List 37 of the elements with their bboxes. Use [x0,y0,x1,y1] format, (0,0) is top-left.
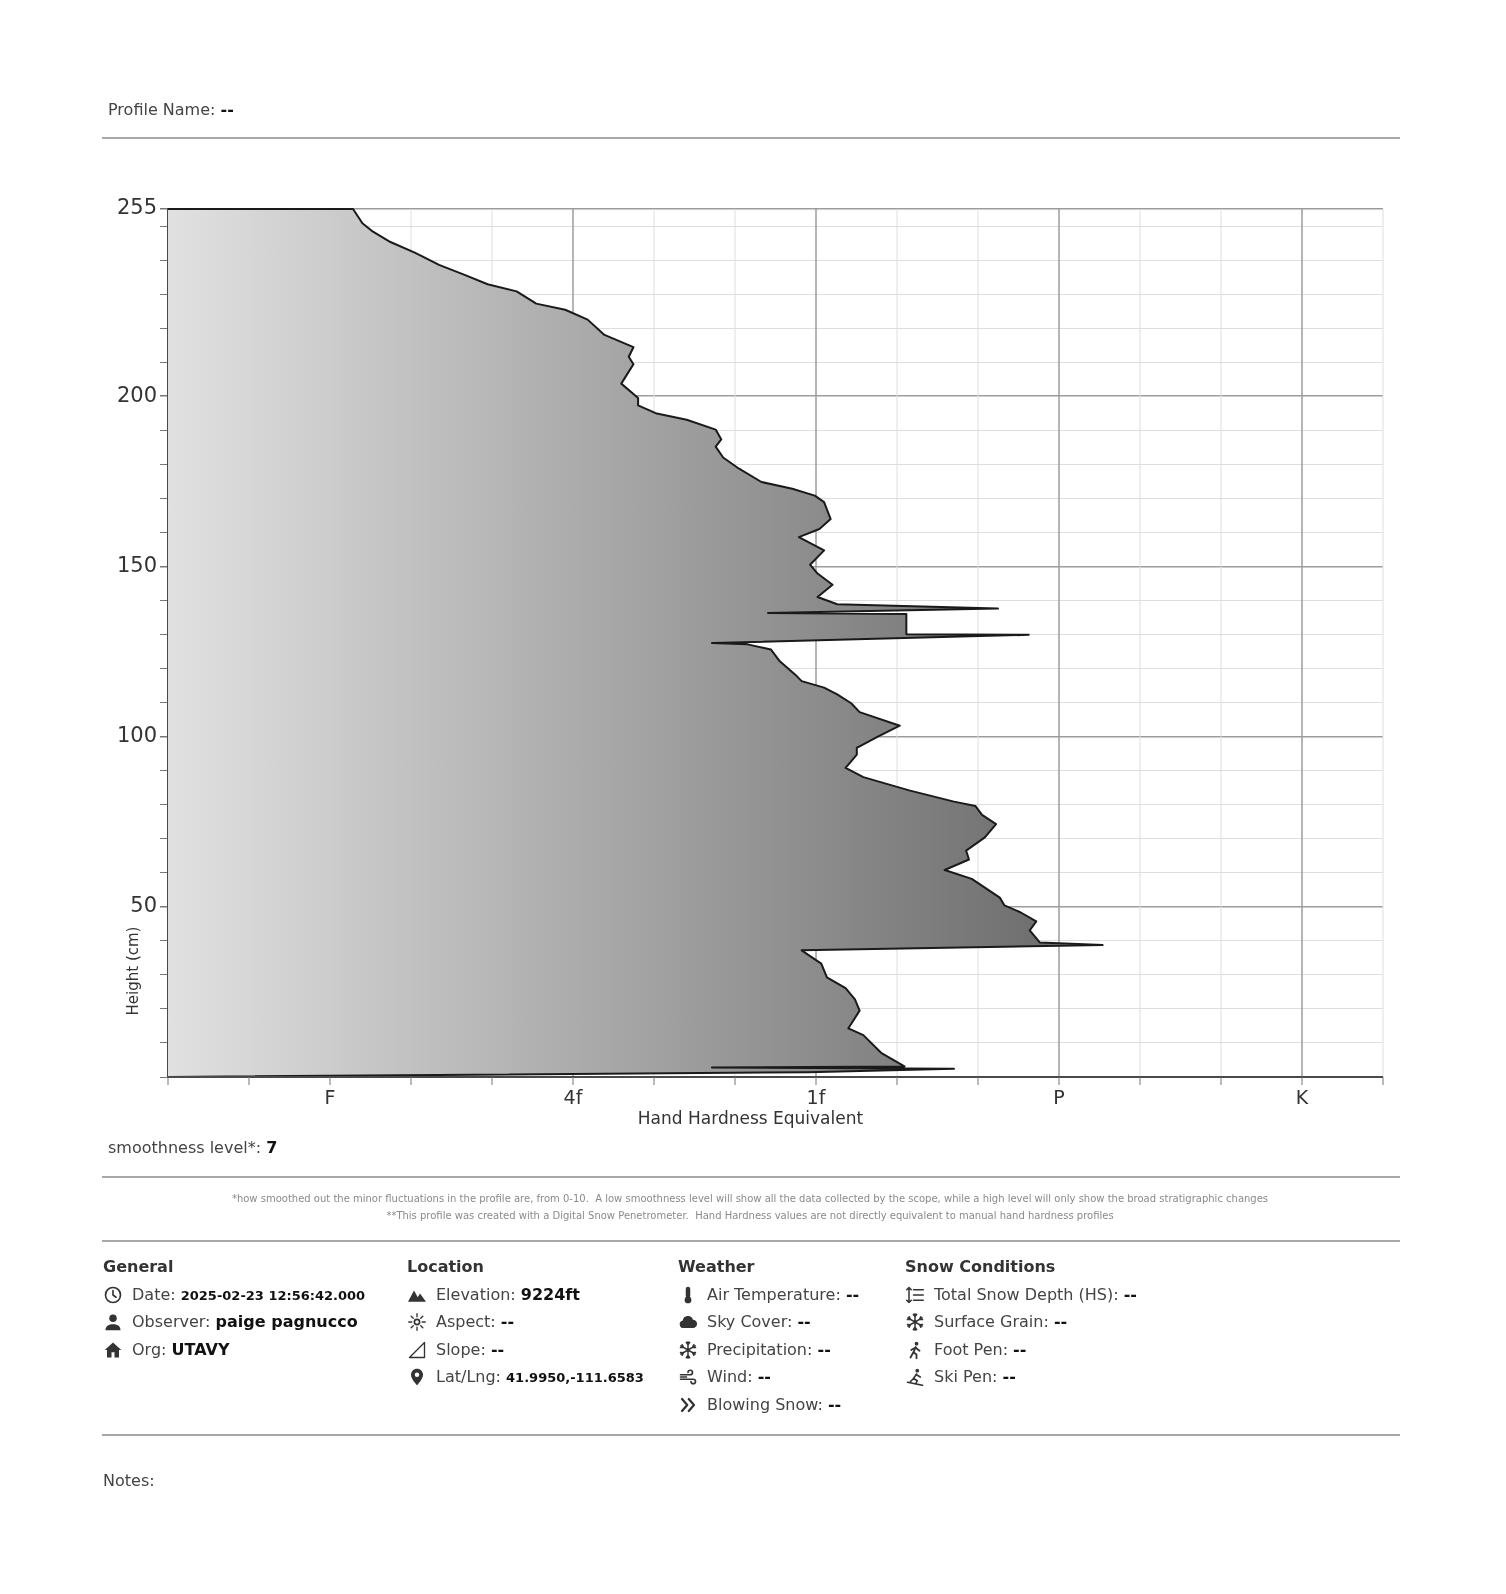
text: Slope: -- [436,1339,505,1360]
text: Foot Pen: -- [934,1339,1027,1360]
chart-title: Profile Name: -- [108,100,234,120]
text: Weather [678,1257,755,1277]
text: Air Temperature: -- [707,1284,860,1305]
y-tick-label: 255 [116,195,157,220]
y-axis-title: Height (cm) [123,926,142,1016]
text: Aspect: -- [436,1312,515,1332]
y-tick-label: 50 [130,893,157,918]
text: 4f [563,1085,584,1108]
text: Lat/Lng: 41.9950,-111.6583 [436,1367,644,1388]
text: Total Snow Depth (HS): -- [934,1284,1137,1305]
text: Observer: paige pagnucco [132,1312,358,1332]
text: Precipitation: -- [707,1339,831,1360]
text: Notes: [103,1471,155,1491]
text: Date: 2025-02-23 12:56:42.000 [132,1284,366,1306]
text: *how smoothed out the minor fluctuations in the profile are, from 0-10. A low smoothness level will show all the data collected by the scope, while a high level will only show the broad stratigraphic changes [230,1192,1270,1206]
text: Snow Conditions [905,1257,1056,1277]
y-tick-label: 200 [116,382,157,407]
text: Sky Cover: -- [707,1312,811,1332]
text: General [103,1257,174,1277]
text: Wind: -- [707,1367,771,1387]
text: K [1295,1085,1309,1108]
text: P [1053,1085,1065,1108]
text: 1f [806,1085,827,1108]
text: Ski Pen: -- [934,1367,1016,1387]
text: smoothness level*: 7 [108,1138,278,1158]
text: Org: UTAVY [132,1339,230,1360]
text: Elevation: 9224ft [436,1284,580,1305]
text: F [324,1085,336,1108]
y-tick-label: 100 [116,723,157,748]
text: **This profile was created with a Digital Snow Penetrometer. Hand Hardness values are not directly equivalent to manual hand hardness profiles [385,1209,1115,1223]
text: Blowing Snow: -- [707,1394,842,1415]
text: Surface Grain: -- [934,1312,1068,1332]
x-axis-title: Hand Hardness Equivalent [637,1108,864,1129]
text: Location [407,1257,484,1277]
y-tick-label: 150 [116,552,157,577]
